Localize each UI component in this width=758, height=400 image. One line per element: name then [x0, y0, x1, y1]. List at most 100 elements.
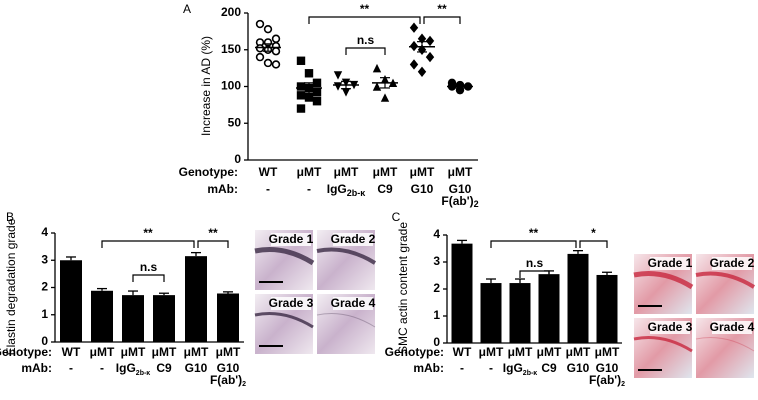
mab-label: C9 [377, 182, 393, 196]
label-bg [650, 321, 690, 334]
mab-label: F(ab')2 [441, 194, 478, 209]
data-point [304, 69, 314, 78]
significance-bracket [308, 16, 421, 24]
y-tick-label: 0 [433, 335, 440, 349]
data-point [312, 78, 322, 88]
mab-subscript: 2b-κ [523, 370, 538, 377]
data-point [333, 82, 343, 91]
panel-letter: B [6, 210, 14, 224]
y-axis-label: Elastin degradation grade [4, 218, 18, 355]
data-point [255, 52, 265, 62]
mab-text: - [69, 361, 73, 375]
significance-bracket [519, 270, 550, 278]
data-point [372, 82, 382, 91]
mab-label: G10 [217, 361, 240, 375]
significance-bracket [423, 16, 461, 24]
bar [538, 274, 560, 343]
y-tick-label: 1 [41, 307, 48, 321]
significance-bracket [197, 240, 229, 248]
label-bg [271, 297, 311, 310]
data-point [409, 59, 419, 70]
y-tick-label: 0 [41, 334, 48, 348]
tissue-band [254, 312, 314, 329]
data-point [417, 33, 427, 44]
data-point [263, 24, 273, 34]
mab-label: G10 [596, 361, 619, 375]
mab-text: - [460, 361, 464, 375]
data-point [372, 63, 382, 73]
significance-label: ** [437, 2, 447, 16]
genotype-label: μMT [566, 345, 591, 359]
label-bg [712, 321, 752, 334]
grade-label: Grade 1 [269, 232, 314, 246]
y-tick-label: 4 [41, 225, 48, 239]
tissue-band [695, 337, 755, 352]
grade-label: Grade 2 [331, 232, 376, 246]
grade-label: Grade 4 [710, 320, 755, 334]
y-tick-label: 150 [221, 42, 241, 56]
label-bg [333, 297, 373, 310]
data-point [304, 93, 314, 102]
bar [217, 293, 239, 342]
tissue-band [633, 271, 694, 290]
panel-letter: A [183, 2, 191, 16]
y-tick-label: 4 [433, 227, 440, 241]
tissue-band [316, 313, 376, 328]
significance-bracket [490, 240, 577, 248]
y-tick-label: 50 [228, 115, 242, 129]
genotype-label: μMT [184, 345, 209, 359]
mab-text: IgG [503, 361, 523, 375]
genotype-label: μMT [448, 165, 473, 179]
genotype-label: μMT [410, 165, 435, 179]
label-bg [650, 257, 690, 270]
mab-label: F(ab')2 [589, 373, 625, 388]
significance-label: ** [529, 226, 539, 240]
mab-subscript: 2 [474, 199, 479, 209]
data-point [409, 22, 419, 33]
data-point [255, 19, 265, 29]
grade-label: Grade 4 [331, 296, 376, 310]
row-label: Genotype: [0, 345, 52, 359]
mab-subscript: 2 [242, 381, 246, 388]
data-point [312, 88, 322, 97]
significance-bracket [132, 274, 165, 282]
mab-text: G10 [596, 361, 619, 375]
significance-label: n.s [526, 256, 544, 270]
bar [451, 243, 473, 343]
mab-text: IgG [116, 361, 136, 375]
significance-bracket [579, 240, 608, 248]
mab-text: G10 [449, 182, 472, 196]
tissue-band [316, 247, 377, 265]
data-point [341, 88, 351, 97]
mab-label: C9 [156, 361, 172, 375]
panel-letter: C [392, 210, 401, 224]
mab-label: - [69, 361, 73, 375]
significance-label: n.s [140, 260, 158, 274]
genotype-label: μMT [508, 345, 533, 359]
significance-label: ** [208, 226, 218, 240]
y-axis-label: Increase in AD (%) [199, 36, 213, 136]
y-tick-label: 100 [221, 79, 241, 93]
data-point [263, 58, 273, 68]
mab-label: IgG2b-κ [116, 361, 151, 377]
genotype-label: μMT [334, 165, 359, 179]
mab-text: IgG [327, 182, 347, 196]
mab-text: G10 [185, 361, 208, 375]
grade-label: Grade 3 [648, 320, 693, 334]
genotype-label: μMT [537, 345, 562, 359]
y-tick-label: 1 [433, 308, 440, 322]
mab-text: G10 [567, 361, 590, 375]
genotype-label: μMT [152, 345, 177, 359]
data-point [271, 34, 281, 43]
data-point [425, 35, 435, 47]
bar [60, 260, 82, 342]
bar [509, 283, 531, 343]
genotype-label: μMT [479, 345, 504, 359]
y-tick-label: 2 [41, 280, 48, 294]
mab-label: - [489, 361, 493, 375]
mab-text: F(ab') [210, 373, 242, 387]
tissue-band [633, 336, 693, 353]
mab-text: G10 [217, 361, 240, 375]
mab-label: G10 [567, 361, 590, 375]
mab-label: G10 [411, 182, 434, 196]
